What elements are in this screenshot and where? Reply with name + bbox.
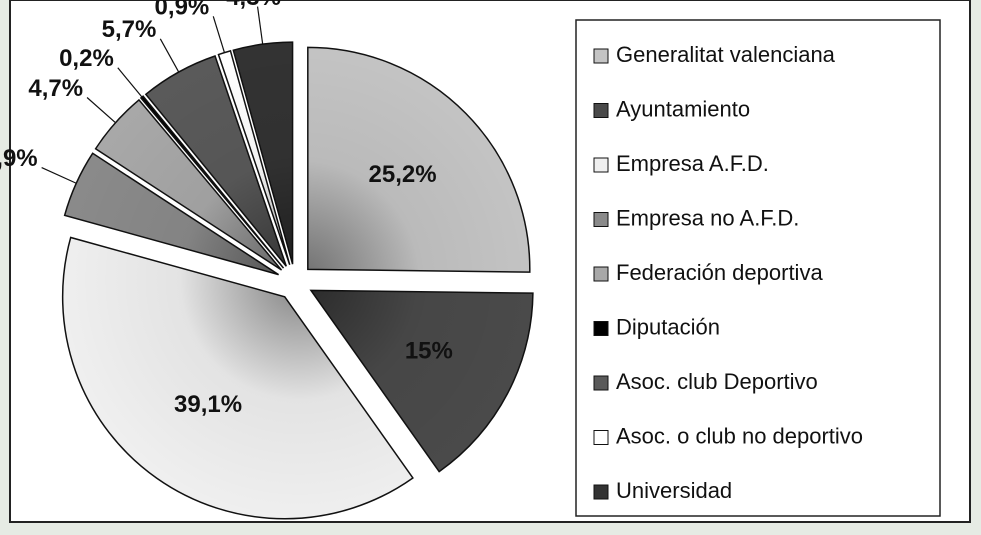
- legend-label: Diputación: [616, 314, 720, 339]
- legend-swatch: [593, 157, 609, 173]
- data-label: 4,7%: [28, 75, 83, 102]
- data-label: 15%: [405, 338, 453, 365]
- legend-label: Federación deportiva: [616, 260, 823, 285]
- data-label: 4,3%: [226, 0, 281, 11]
- legend-swatch: [593, 430, 609, 445]
- legend-swatch: [593, 48, 609, 64]
- leader-line: [212, 16, 226, 53]
- legend-swatch: [593, 321, 609, 336]
- leader-line: [256, 6, 264, 45]
- leader-line: [41, 167, 77, 184]
- legend-label: Empresa no A.F.D.: [616, 205, 799, 230]
- legend-label: Ayuntamiento: [616, 96, 750, 121]
- legend-label: Empresa A.F.D.: [616, 151, 769, 176]
- legend-swatch: [593, 212, 609, 227]
- leader-line: [159, 38, 180, 73]
- data-label: 25,2%: [369, 161, 437, 188]
- legend-swatch: [593, 484, 609, 500]
- legend-box: [575, 19, 941, 517]
- legend-label: Asoc. o club no deportivo: [616, 423, 863, 448]
- legend-label: Universidad: [616, 478, 732, 503]
- data-label: 0,9%: [155, 0, 210, 21]
- legend-swatch: [593, 103, 609, 118]
- legend-label: Asoc. club Deportivo: [616, 369, 818, 394]
- data-label: 39,1%: [174, 391, 242, 418]
- leader-line: [117, 67, 143, 98]
- data-label: 5,7%: [102, 16, 157, 43]
- leader-line: [86, 97, 116, 124]
- legend-swatch: [593, 375, 609, 391]
- data-label: 0,2%: [59, 45, 114, 72]
- data-label: 4,9%: [0, 145, 38, 172]
- legend-swatch: [593, 266, 609, 282]
- legend-label: Generalitat valenciana: [616, 42, 836, 67]
